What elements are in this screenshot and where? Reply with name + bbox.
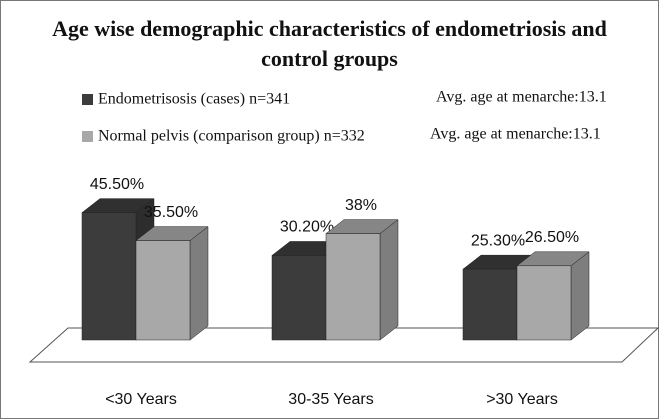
bar-front [516, 265, 572, 341]
legend-swatch [82, 94, 93, 105]
bar [516, 251, 590, 341]
value-label: 26.50% [525, 229, 579, 246]
chart-title: Age wise demographic characteristics of … [52, 16, 607, 71]
legend-label: Endometrisosis (cases) n=341 [98, 91, 290, 108]
legend-swatch [82, 131, 93, 142]
value-label: 25.30% [471, 232, 525, 249]
bar [325, 219, 399, 341]
bar-side [379, 219, 399, 341]
annotation: Avg. age at menarche:13.1 [436, 89, 607, 106]
value-label: 35.50% [144, 204, 198, 221]
value-label: 30.20% [280, 219, 334, 236]
bar-front [135, 240, 191, 341]
bar-front [81, 212, 137, 341]
x-tick-label: 30-35 Years [288, 391, 373, 408]
value-label: 45.50% [90, 176, 144, 193]
bar-side [570, 251, 590, 341]
x-tick-label: >30 Years [486, 391, 558, 408]
value-label: 38% [345, 197, 377, 214]
bar-side [189, 226, 209, 341]
bar-front [271, 255, 327, 341]
bar [135, 226, 209, 341]
annotation: Avg. age at menarche:13.1 [430, 126, 601, 143]
legend-label: Normal pelvis (comparison group) n=332 [98, 128, 365, 145]
x-tick-label: <30 Years [105, 391, 177, 408]
bar-front [325, 233, 381, 341]
bar-front [462, 268, 518, 341]
